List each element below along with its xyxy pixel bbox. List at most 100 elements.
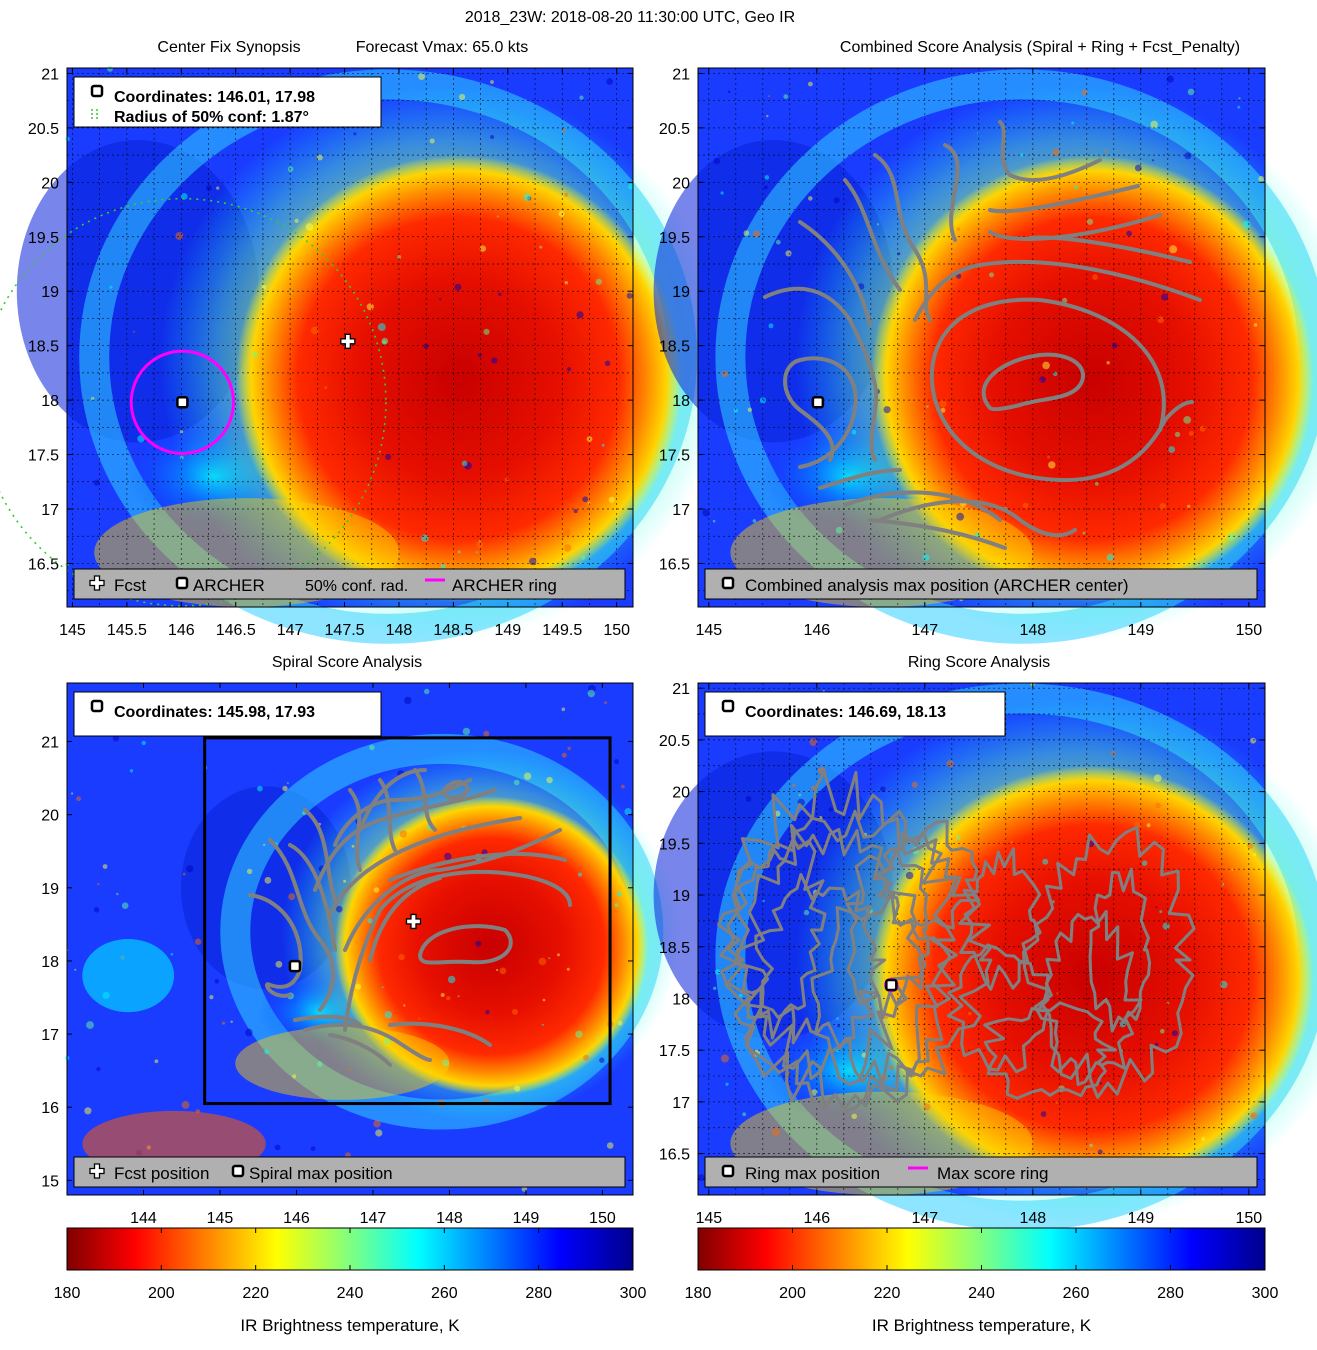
texture-speck <box>768 323 774 329</box>
texture-speck <box>491 357 498 364</box>
legend-label: Max score ring <box>937 1164 1048 1183</box>
texture-speck <box>186 865 194 873</box>
y-tick-label: 18.5 <box>659 339 690 356</box>
conf-radius-circle <box>0 197 387 607</box>
x-tick-label: 150 <box>1235 622 1262 639</box>
texture-speck <box>523 772 532 780</box>
texture-speck <box>179 430 184 434</box>
texture-speck <box>181 1101 190 1109</box>
texture-speck <box>1150 120 1158 129</box>
info-marker-icon <box>721 699 735 713</box>
spiral-contour <box>328 816 522 917</box>
info-line: Radius of 50% conf: 1.87° <box>114 109 309 126</box>
texture-speck <box>1146 823 1151 828</box>
texture-speck <box>1155 802 1161 809</box>
texture-speck <box>274 1144 281 1151</box>
texture-speck <box>968 1011 972 1016</box>
texture-speck <box>375 1129 383 1137</box>
texture-speck <box>759 397 767 404</box>
texture-speck <box>766 114 769 118</box>
texture-speck <box>628 183 634 190</box>
texture-speck <box>347 1067 351 1071</box>
texture-speck <box>384 1011 393 1019</box>
texture-speck <box>418 1017 421 1020</box>
texture-speck <box>385 454 392 460</box>
axes-frame <box>66 67 634 608</box>
y-tick-label: 20.5 <box>28 121 59 138</box>
texture-speck <box>252 351 258 358</box>
texture-speck <box>1168 446 1176 453</box>
colorbar-tick-label: 220 <box>242 1285 269 1302</box>
texture-speck <box>1183 416 1192 424</box>
colorbar-gradient <box>697 1227 1266 1271</box>
texture-speck <box>373 1120 381 1128</box>
y-tick-label: 21 <box>41 66 59 83</box>
texture-speck <box>743 230 750 236</box>
colorbar-tick-label: 200 <box>779 1285 806 1302</box>
texture-speck <box>1199 425 1206 432</box>
texture-speck <box>742 1112 747 1117</box>
x-tick-label: 146 <box>803 1210 830 1227</box>
texture-speck <box>263 843 266 846</box>
colorbar-label: IR Brightness temperature, K <box>240 1316 460 1335</box>
texture-speck <box>496 968 499 972</box>
storm-core <box>235 155 682 602</box>
texture-speck <box>940 407 946 413</box>
texture-speck <box>447 975 456 984</box>
y-tick-label: 17.5 <box>28 448 59 465</box>
x-tick-label: 149.5 <box>542 622 582 639</box>
forecast-cross-shape <box>89 1163 105 1179</box>
score-contour <box>913 259 1202 322</box>
x-tick-label: 148 <box>436 1210 463 1227</box>
texture-speck <box>141 740 146 746</box>
texture-speck <box>498 292 502 296</box>
texture-speck <box>424 688 430 695</box>
texture-speck <box>926 405 929 408</box>
panel-combined: 145 146 147 148 149 150 16.5 17 17.5 18 18.5 19 19.5… <box>653 39 1317 644</box>
texture-speck <box>1237 105 1241 109</box>
y-tick-label: 20 <box>41 808 59 825</box>
colorbar: 180 200 220 240 260 280 300 IR Brightness tempe… <box>685 1227 1278 1335</box>
texture-speck <box>1010 840 1014 844</box>
texture-speck <box>1161 293 1169 301</box>
texture-speck <box>1154 1042 1159 1047</box>
texture-speck <box>727 90 731 94</box>
texture-speck <box>1055 1101 1059 1104</box>
texture-speck <box>324 386 328 389</box>
texture-speck <box>1071 121 1075 125</box>
texture-speck <box>738 993 743 998</box>
texture-speck <box>1039 376 1046 383</box>
texture-speck <box>377 323 386 332</box>
score-contour <box>981 352 1086 412</box>
texture-speck <box>1094 482 1099 486</box>
y-tick-label: 20.5 <box>659 733 690 750</box>
texture-speck <box>562 528 571 537</box>
texture-speck <box>1048 461 1056 469</box>
spiral-contour <box>388 851 567 882</box>
texture-speck <box>336 905 343 913</box>
texture-speck <box>264 1049 270 1055</box>
texture-speck <box>1169 245 1178 254</box>
y-tick-label: 16 <box>41 1100 59 1117</box>
texture-speck <box>514 1085 521 1092</box>
texture-speck <box>366 303 374 311</box>
ring-contour <box>717 809 993 1111</box>
texture-speck <box>288 893 296 901</box>
texture-speck <box>1047 455 1051 459</box>
texture-speck <box>1110 750 1116 756</box>
x-tick-label: 149 <box>1127 622 1154 639</box>
texture-speck <box>1171 1030 1178 1037</box>
texture-speck <box>429 138 435 144</box>
texture-speck <box>1155 906 1158 909</box>
texture-speck <box>1092 274 1098 280</box>
texture-speck <box>775 239 781 245</box>
texture-speck <box>404 696 412 705</box>
texture-speck <box>764 175 770 180</box>
texture-speck <box>1159 910 1163 914</box>
spiral-contour <box>248 893 303 998</box>
texture-speck <box>604 701 607 705</box>
texture-speck <box>582 496 589 503</box>
analysis-box <box>203 736 612 1106</box>
texture-speck <box>714 969 721 975</box>
texture-speck <box>477 353 482 358</box>
